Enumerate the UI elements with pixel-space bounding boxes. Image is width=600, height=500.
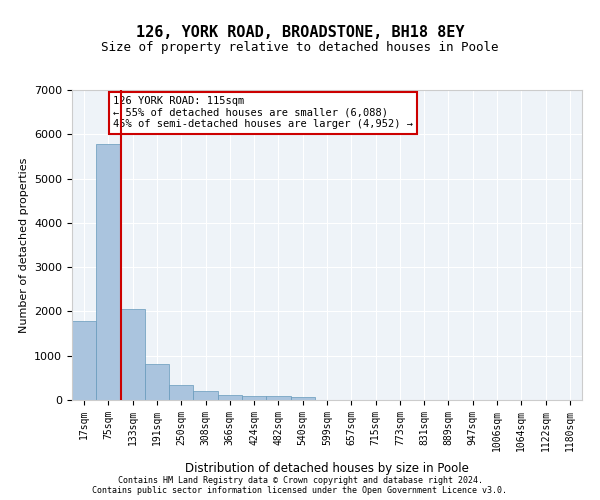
- X-axis label: Distribution of detached houses by size in Poole: Distribution of detached houses by size …: [185, 462, 469, 475]
- Text: Contains HM Land Registry data © Crown copyright and database right 2024.
Contai: Contains HM Land Registry data © Crown c…: [92, 476, 508, 495]
- Bar: [145, 364, 169, 400]
- Bar: [218, 395, 242, 400]
- Bar: [169, 385, 193, 400]
- Text: Size of property relative to detached houses in Poole: Size of property relative to detached ho…: [101, 41, 499, 54]
- Bar: [266, 396, 290, 400]
- Y-axis label: Number of detached properties: Number of detached properties: [19, 158, 29, 332]
- Bar: [121, 309, 145, 400]
- Bar: [96, 144, 121, 400]
- Bar: [72, 321, 96, 400]
- Text: 126 YORK ROAD: 115sqm
← 55% of detached houses are smaller (6,088)
45% of semi-d: 126 YORK ROAD: 115sqm ← 55% of detached …: [113, 96, 413, 130]
- Bar: [193, 391, 218, 400]
- Bar: [290, 397, 315, 400]
- Bar: [242, 396, 266, 400]
- Text: 126, YORK ROAD, BROADSTONE, BH18 8EY: 126, YORK ROAD, BROADSTONE, BH18 8EY: [136, 25, 464, 40]
